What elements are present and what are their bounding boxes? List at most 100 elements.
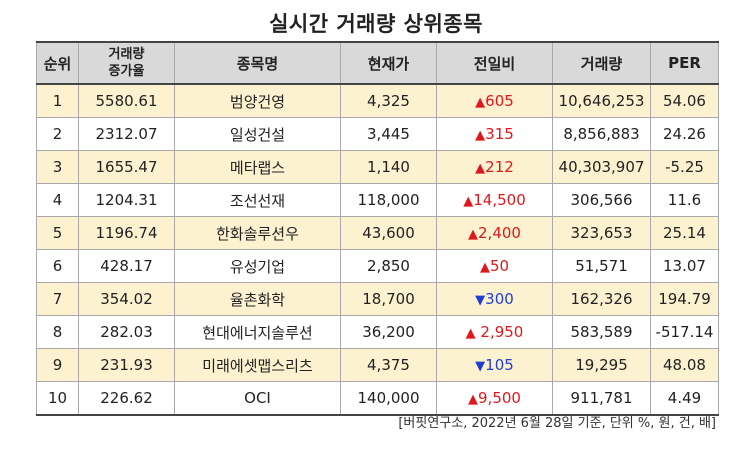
change-value: 315 [485, 125, 514, 143]
stock-name-cell: 미래에셋맵스리츠 [174, 348, 341, 382]
table-row: 4 1204.31 조선선재 118,000 ▲14,500 306,566 11.6 [36, 183, 719, 217]
up-arrow-icon: ▲ [475, 95, 486, 110]
price-cell: 140,000 [340, 381, 437, 416]
price-cell: 1,140 [340, 150, 437, 184]
stock-name-cell: 일성건설 [174, 117, 341, 151]
table-row: 2 2312.07 일성건설 3,445 ▲315 8,856,883 24.26 [36, 117, 719, 151]
change-cell: ▼105 [436, 348, 553, 382]
per-cell: 194.79 [650, 282, 719, 316]
table-row: 8 282.03 현대에너지솔루션 36,200 ▲ 2,950 583,589 -517.… [36, 315, 719, 349]
change-value: 212 [485, 158, 514, 176]
rank-cell: 2 [36, 117, 79, 151]
stock-name-cell: OCI [174, 381, 341, 416]
volume-cell: 583,589 [552, 315, 651, 349]
table-row: 7 354.02 율촌화학 18,700 ▼300 162,326 194.79 [36, 282, 719, 316]
per-cell: 11.6 [650, 183, 719, 217]
volume-growth-cell: 1204.31 [78, 183, 175, 217]
down-arrow-icon: ▼ [475, 293, 486, 308]
volume-cell: 162,326 [552, 282, 651, 316]
change-cell: ▲50 [436, 249, 553, 283]
page-title: 실시간 거래량 상위종목 [269, 12, 483, 36]
change-cell: ▲2,400 [436, 216, 553, 250]
up-arrow-icon: ▲ [468, 392, 479, 407]
stock-name-cell: 현대에너지솔루션 [174, 315, 341, 349]
rank-cell: 9 [36, 348, 79, 382]
change-value: 105 [485, 356, 514, 374]
rank-cell: 4 [36, 183, 79, 217]
change-value: 605 [485, 92, 514, 110]
header-price: 현재가 [340, 41, 437, 85]
stock-name-cell: 유성기업 [174, 249, 341, 283]
up-arrow-icon: ▲ [475, 161, 486, 176]
change-value: 2,950 [475, 323, 524, 341]
table-header-row: 순위 거래량 증가율 종목명 현재가 전일비 거래량 PER [36, 41, 719, 85]
table-row: 5 1196.74 한화솔루션우 43,600 ▲2,400 323,653 25.14 [36, 216, 719, 250]
volume-growth-cell: 2312.07 [78, 117, 175, 151]
change-cell: ▲9,500 [436, 381, 553, 416]
price-cell: 3,445 [340, 117, 437, 151]
price-cell: 43,600 [340, 216, 437, 250]
change-cell: ▲14,500 [436, 183, 553, 217]
change-value: 14,500 [473, 191, 526, 209]
per-cell: 24.26 [650, 117, 719, 151]
volume-cell: 306,566 [552, 183, 651, 217]
stock-name-cell: 한화솔루션우 [174, 216, 341, 250]
volume-cell: 323,653 [552, 216, 651, 250]
rank-cell: 1 [36, 83, 79, 118]
change-value: 2,400 [478, 224, 521, 242]
top-volume-table: 순위 거래량 증가율 종목명 현재가 전일비 거래량 PER 1 5580.61 범… [36, 41, 719, 416]
up-arrow-icon: ▲ [468, 227, 479, 242]
price-cell: 4,375 [340, 348, 437, 382]
table-row: 9 231.93 미래에셋맵스리츠 4,375 ▼105 19,295 48.08 [36, 348, 719, 382]
price-cell: 36,200 [340, 315, 437, 349]
change-value: 300 [485, 290, 514, 308]
volume-growth-cell: 1196.74 [78, 216, 175, 250]
volume-cell: 10,646,253 [552, 83, 651, 118]
header-volume-growth-line2: 증가율 [108, 64, 145, 79]
table-row: 1 5580.61 범양건영 4,325 ▲605 10,646,253 54.06 [36, 83, 719, 118]
stock-name-cell: 율촌화학 [174, 282, 341, 316]
change-cell: ▲ 2,950 [436, 315, 553, 349]
per-cell: 4.49 [650, 381, 719, 416]
volume-growth-cell: 1655.47 [78, 150, 175, 184]
volume-growth-cell: 354.02 [78, 282, 175, 316]
change-cell: ▲212 [436, 150, 553, 184]
price-cell: 4,325 [340, 83, 437, 118]
stock-name-cell: 범양건영 [174, 83, 341, 118]
per-cell: -517.14 [650, 315, 719, 349]
table-row: 3 1655.47 메타랩스 1,140 ▲212 40,303,907 -5.25 [36, 150, 719, 184]
price-cell: 118,000 [340, 183, 437, 217]
rank-cell: 8 [36, 315, 79, 349]
header-stock-name: 종목명 [174, 41, 341, 85]
stock-name-cell: 메타랩스 [174, 150, 341, 184]
rank-cell: 10 [36, 381, 79, 416]
rank-cell: 3 [36, 150, 79, 184]
header-per: PER [650, 41, 719, 85]
up-arrow-icon: ▲ [479, 260, 490, 275]
down-arrow-icon: ▼ [475, 359, 486, 374]
rank-cell: 6 [36, 249, 79, 283]
price-cell: 2,850 [340, 249, 437, 283]
rank-cell: 7 [36, 282, 79, 316]
volume-growth-cell: 5580.61 [78, 83, 175, 118]
change-value: 9,500 [478, 389, 521, 407]
change-cell: ▼300 [436, 282, 553, 316]
up-arrow-icon: ▲ [465, 326, 476, 341]
up-arrow-icon: ▲ [463, 194, 474, 209]
volume-cell: 40,303,907 [552, 150, 651, 184]
table-row: 10 226.62 OCI 140,000 ▲9,500 911,781 4.49 [36, 381, 719, 416]
volume-growth-cell: 282.03 [78, 315, 175, 349]
volume-cell: 8,856,883 [552, 117, 651, 151]
stock-name-cell: 조선선재 [174, 183, 341, 217]
volume-growth-cell: 226.62 [78, 381, 175, 416]
header-rank: 순위 [36, 41, 79, 85]
header-volume: 거래량 [552, 41, 651, 85]
volume-cell: 51,571 [552, 249, 651, 283]
per-cell: -5.25 [650, 150, 719, 184]
rank-cell: 5 [36, 216, 79, 250]
per-cell: 54.06 [650, 83, 719, 118]
volume-cell: 19,295 [552, 348, 651, 382]
up-arrow-icon: ▲ [475, 128, 486, 143]
change-cell: ▲605 [436, 83, 553, 118]
header-volume-growth-line1: 거래량 [108, 47, 145, 62]
